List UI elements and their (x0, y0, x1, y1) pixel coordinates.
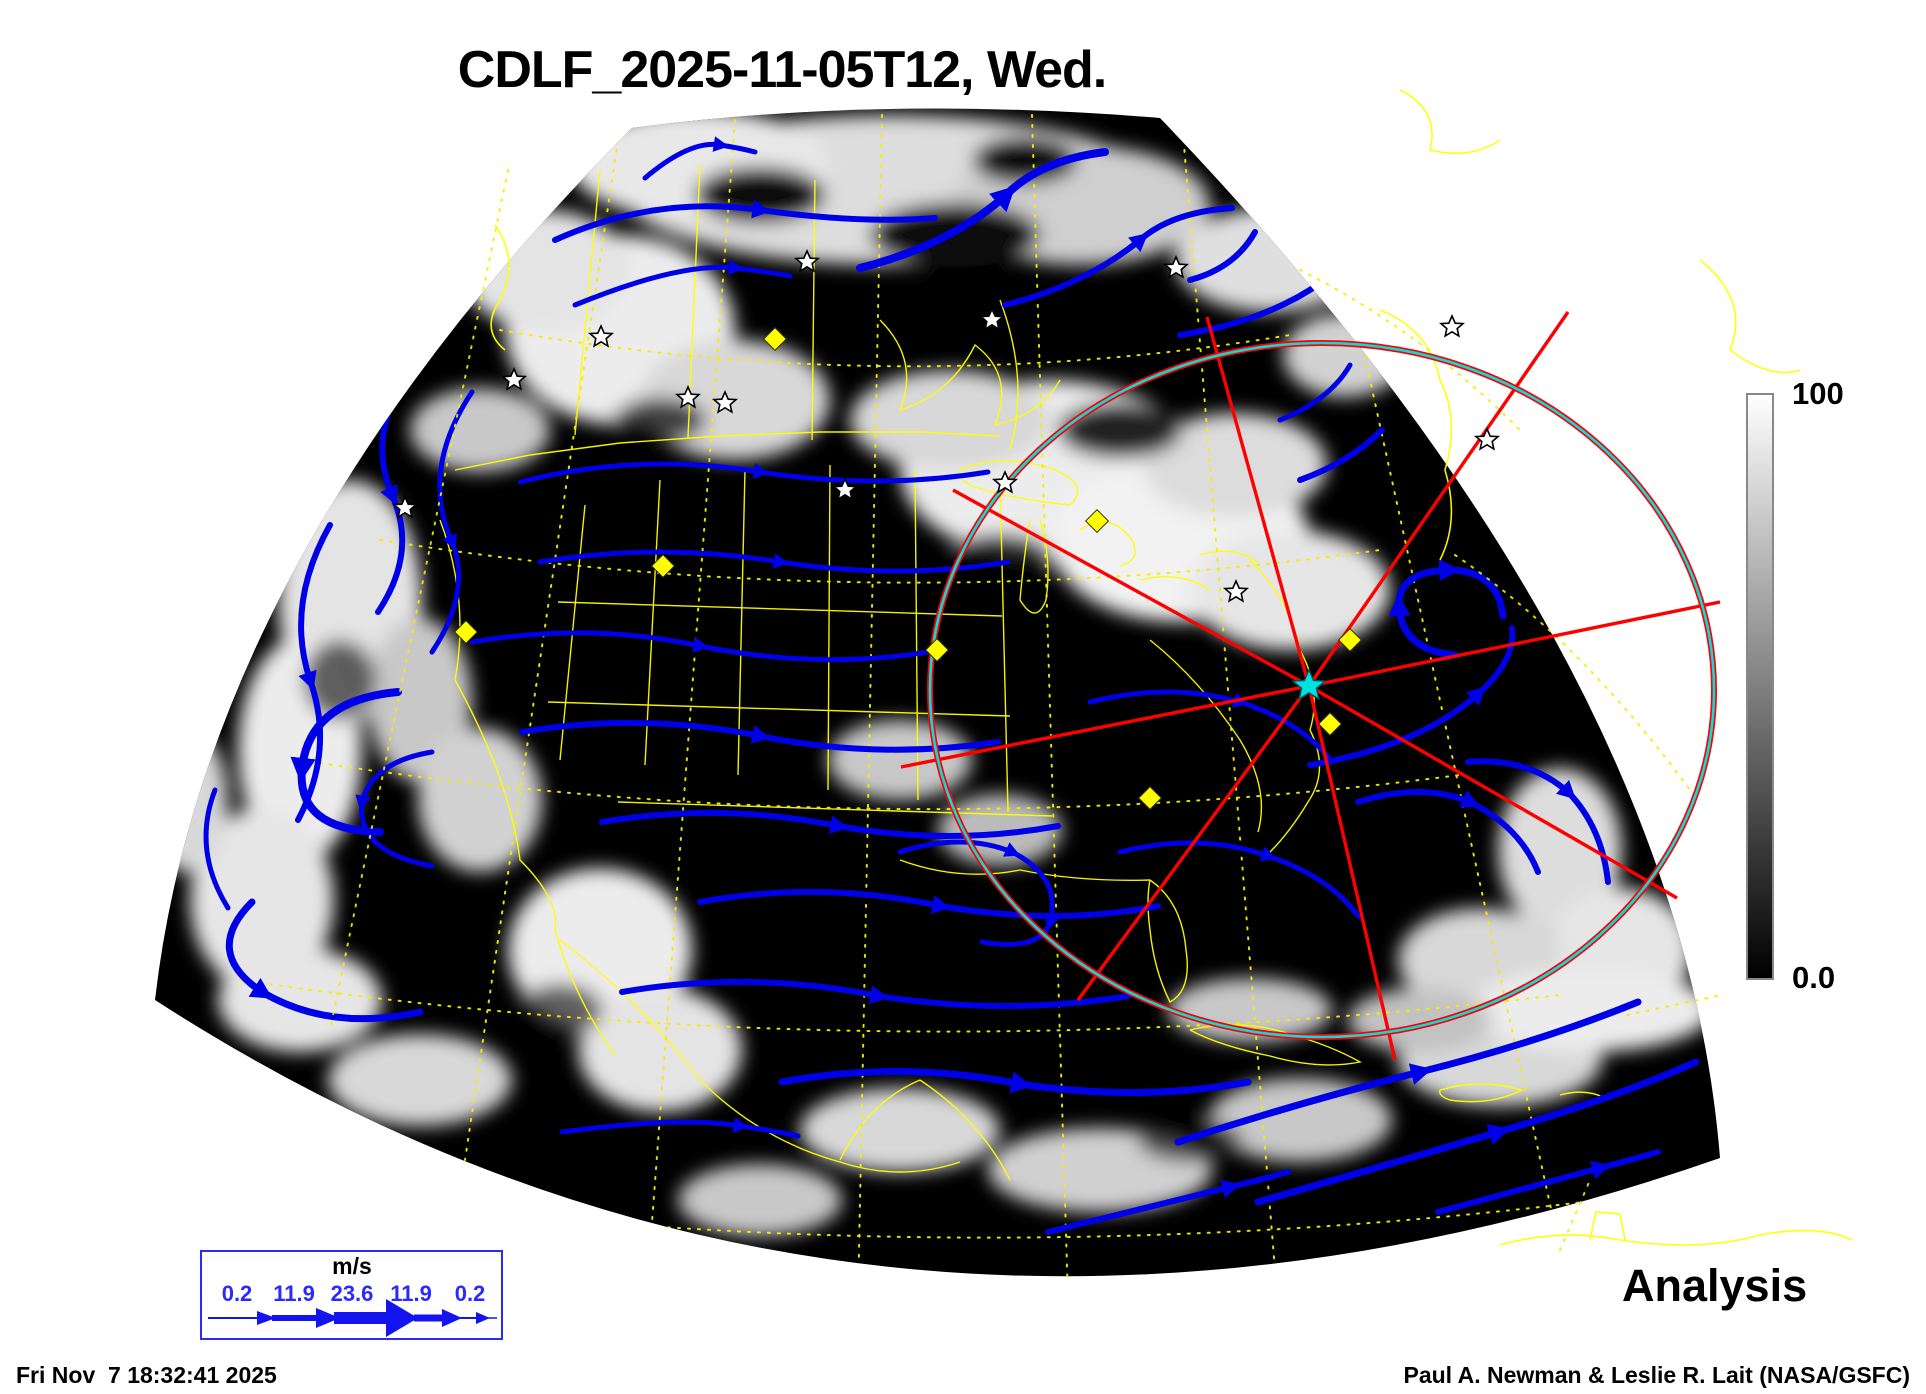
outside-graticule (329, 169, 1723, 1251)
range-ray (1308, 600, 1721, 688)
range-ray (1076, 684, 1311, 1002)
wind-speed-legend (200, 1250, 503, 1340)
wind-legend-tick: 0.2 (454, 1281, 486, 1306)
wind-legend-tick: 0.2 (221, 1281, 253, 1306)
range-ray (952, 488, 1310, 688)
range-ray (1307, 685, 1397, 1061)
colorbar (1746, 393, 1774, 980)
colorbar-max-label: 100 (1792, 376, 1844, 411)
wind-legend-tick: 11.9 (390, 1281, 432, 1306)
range-rings-and-markers (393, 250, 1721, 1061)
wind-streamlines (203, 136, 1700, 1235)
analysis-label: Analysis (1622, 1260, 1808, 1311)
timestamp: Fri Nov 7 18:32:41 2025 (16, 1362, 277, 1388)
range-ray (1205, 316, 1311, 687)
wind-legend-units: m/s (332, 1253, 372, 1279)
range-ray (900, 684, 1310, 769)
wind-legend-tick: 11.9 (273, 1281, 315, 1306)
page-title: CDLF_2025-11-05T12, Wed. (457, 41, 1107, 99)
outside-coastlines (490, 89, 1853, 1246)
wind-legend-tick: 23.6 (330, 1281, 374, 1306)
credit: Paul A. Newman & Leslie R. Lait (NASA/GS… (1403, 1362, 1910, 1388)
map-fan (155, 108, 1720, 1277)
range-ray (1307, 311, 1570, 687)
range-ray (1308, 684, 1678, 900)
graticule (239, 114, 1601, 1277)
range-circle (928, 341, 1716, 1039)
colorbar-min-label: 0.0 (1792, 960, 1836, 995)
